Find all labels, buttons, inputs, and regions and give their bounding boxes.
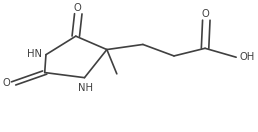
Text: O: O: [2, 78, 10, 88]
Text: OH: OH: [240, 52, 255, 62]
Text: O: O: [73, 3, 81, 13]
Text: HN: HN: [27, 49, 42, 59]
Text: O: O: [201, 9, 209, 19]
Text: NH: NH: [78, 83, 93, 93]
